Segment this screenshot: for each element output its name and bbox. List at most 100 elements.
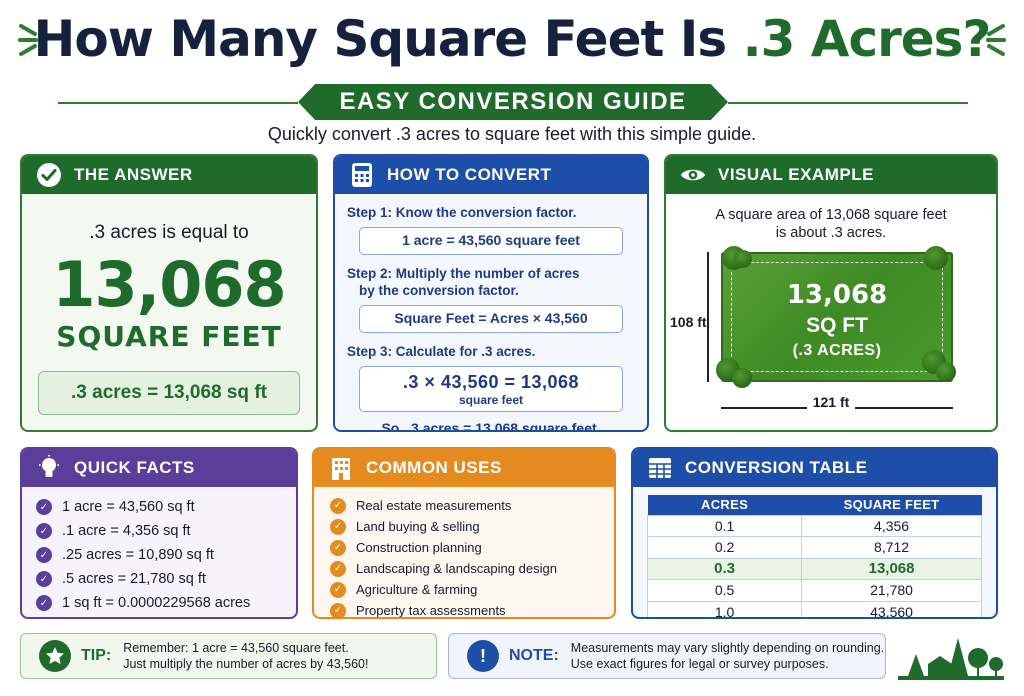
answer-heading: THE ANSWER — [74, 165, 193, 184]
column-header-square-feet: SQUARE FEET — [801, 495, 982, 515]
tip-text: Remember: 1 acre = 43,560 square feet. J… — [123, 640, 368, 672]
visual-heading: VISUAL EXAMPLE — [718, 165, 874, 184]
table-row: 0.2 8,712 — [646, 536, 982, 559]
table-header: CONVERSION TABLE — [633, 449, 996, 487]
calculation-box: .3 × 43,560 = 13,068 square feet — [359, 366, 623, 412]
list-item: ✓ Property tax assessments — [314, 600, 614, 618]
list-item: ✓ Agriculture & farming — [314, 579, 614, 600]
use-text: Property tax assessments — [356, 603, 506, 618]
lawn-plot: 13,068 SQ FT (.3 ACRES) — [721, 252, 953, 382]
calculator-icon — [349, 162, 375, 188]
width-dimension-label: 121 ft — [666, 394, 996, 410]
uses-header: COMMON USES — [314, 449, 614, 487]
page-title: How Many Square Feet Is .3 Acres? — [0, 6, 1024, 72]
visual-example-card: VISUAL EXAMPLE A square area of 13,068 s… — [664, 154, 998, 432]
subtitle-banner: EASY CONVERSION GUIDE — [298, 84, 728, 120]
quick-facts-card: QUICK FACTS ✓ 1 acre = 43,560 sq ft ✓ .1 a… — [20, 447, 298, 619]
bush-icon — [732, 368, 752, 388]
lightbulb-icon — [36, 455, 62, 481]
width-dimension-text: 121 ft — [806, 394, 856, 410]
cell-square-feet: 43,560 — [801, 600, 982, 617]
check-icon: ✓ — [36, 571, 52, 587]
how-header: HOW TO CONVERT — [335, 156, 647, 194]
step-3: Step 3: Calculate for .3 acres. — [347, 344, 536, 359]
visual-description-line-1: A square area of 13,068 square feet — [715, 207, 947, 223]
star-icon — [39, 640, 71, 672]
tagline: Quickly convert .3 acres to square feet … — [267, 124, 757, 144]
note-text: Measurements may vary slightly depending… — [571, 640, 884, 672]
facts-header: QUICK FACTS — [22, 449, 296, 487]
cell-acres: 0.5 — [646, 579, 803, 602]
list-item: ✓ Land buying & selling — [314, 516, 614, 537]
note-line-1: Measurements may vary slightly depending… — [570, 641, 885, 655]
calculation-unit: square feet — [458, 393, 524, 407]
answer-card: THE ANSWER .3 acres is equal to 13,068 S… — [20, 154, 318, 432]
check-icon: ✓ — [36, 595, 52, 611]
calculation-main: .3 × 43,560 = 13,068 — [402, 372, 580, 392]
cell-acres: 0.2 — [646, 536, 803, 559]
bush-icon — [734, 250, 752, 268]
list-item: ✓ Landscaping & landscaping design — [314, 558, 614, 579]
column-header-acres: ACRES — [647, 495, 802, 515]
tip-label: TIP: — [81, 647, 112, 664]
conversion-table: ACRES SQUARE FEET 0.1 4,356 0.2 8,712 0.3 1… — [646, 495, 982, 617]
list-item: ✓ Construction planning — [314, 537, 614, 558]
step-1: Step 1: Know the conversion factor. — [347, 205, 577, 220]
visual-header: VISUAL EXAMPLE — [666, 156, 996, 194]
cell-square-feet: 21,780 — [801, 579, 982, 602]
check-icon: ✓ — [330, 581, 346, 598]
cell-square-feet: 13,068 — [801, 557, 982, 580]
cell-acres: 0.3 — [646, 557, 803, 580]
building-icon — [328, 455, 354, 481]
sparkle-right-icon — [986, 22, 1006, 58]
title-main: How Many Square Feet Is — [33, 10, 743, 68]
fact-text: 1 sq ft = 0.0000229568 acres — [62, 595, 251, 611]
common-uses-card: COMMON USES ✓ Real estate measurements ✓ L… — [312, 447, 616, 619]
visual-description: A square area of 13,068 square feet is a… — [666, 206, 996, 242]
fact-text: .5 acres = 21,780 sq ft — [62, 571, 206, 587]
check-icon: ✓ — [36, 523, 52, 539]
tip-line-1: Remember: 1 acre = 43,560 square feet. — [123, 641, 349, 655]
note-line-2: Use exact figures for legal or survey pu… — [570, 657, 829, 671]
formula-box-1: 1 acre = 43,560 square feet — [359, 227, 623, 255]
list-item: ✓ 1 acre = 43,560 sq ft — [22, 495, 296, 519]
tip-line-2: Just multiply the number of acres by 43,… — [123, 657, 369, 671]
table-row: 1.0 43,560 — [646, 600, 982, 617]
fact-text: .1 acre = 4,356 sq ft — [62, 523, 191, 539]
trees-icon — [898, 628, 1004, 680]
fact-text: 1 acre = 43,560 sq ft — [62, 499, 195, 515]
facts-heading: QUICK FACTS — [74, 458, 195, 477]
list-item: ✓ .25 acres = 10,890 sq ft — [22, 543, 296, 567]
uses-list: ✓ Real estate measurements ✓ Land buying &… — [314, 495, 614, 618]
title-accent: .3 Acres? — [742, 10, 992, 68]
lawn-label-acres: (.3 ACRES) — [792, 342, 882, 359]
note-banner: ! NOTE: Measurements may vary slightly d… — [448, 633, 886, 679]
conversion-table-card: CONVERSION TABLE ACRES SQUARE FEET 0.1 4,… — [631, 447, 998, 619]
eye-icon — [680, 162, 706, 188]
lawn-label-number: 13,068 — [786, 280, 888, 310]
answer-summary: .3 acres = 13,068 sq ft — [38, 371, 300, 415]
list-item: ✓ .1 acre = 4,356 sq ft — [22, 519, 296, 543]
table-row: 0.5 21,780 — [646, 579, 982, 602]
subtitle-divider-right — [728, 102, 968, 104]
list-item: ✓ Real estate measurements — [314, 495, 614, 516]
visual-description-line-2: is about .3 acres. — [775, 225, 887, 241]
list-item: ✓ .5 acres = 21,780 sq ft — [22, 567, 296, 591]
bush-icon — [936, 362, 956, 382]
cell-acres: 1.0 — [646, 600, 803, 617]
check-icon: ✓ — [330, 560, 346, 577]
cell-square-feet: 4,356 — [801, 514, 982, 537]
step-2: Step 2: Multiply the number of acres — [347, 266, 580, 281]
facts-list: ✓ 1 acre = 43,560 sq ft ✓ .1 acre = 4,356 … — [22, 495, 296, 615]
height-dimension-line — [707, 252, 709, 382]
use-text: Land buying & selling — [356, 519, 480, 534]
check-icon: ✓ — [330, 497, 346, 514]
how-heading: HOW TO CONVERT — [387, 165, 552, 184]
table-row-highlighted: 0.3 13,068 — [646, 557, 982, 580]
check-icon: ✓ — [36, 499, 52, 515]
table-heading: CONVERSION TABLE — [685, 458, 868, 477]
table-header-row: ACRES SQUARE FEET — [647, 495, 982, 515]
how-to-convert-card: HOW TO CONVERT Step 1: Know the conversi… — [333, 154, 649, 432]
note-label: NOTE: — [509, 647, 559, 664]
use-text: Construction planning — [356, 540, 482, 555]
